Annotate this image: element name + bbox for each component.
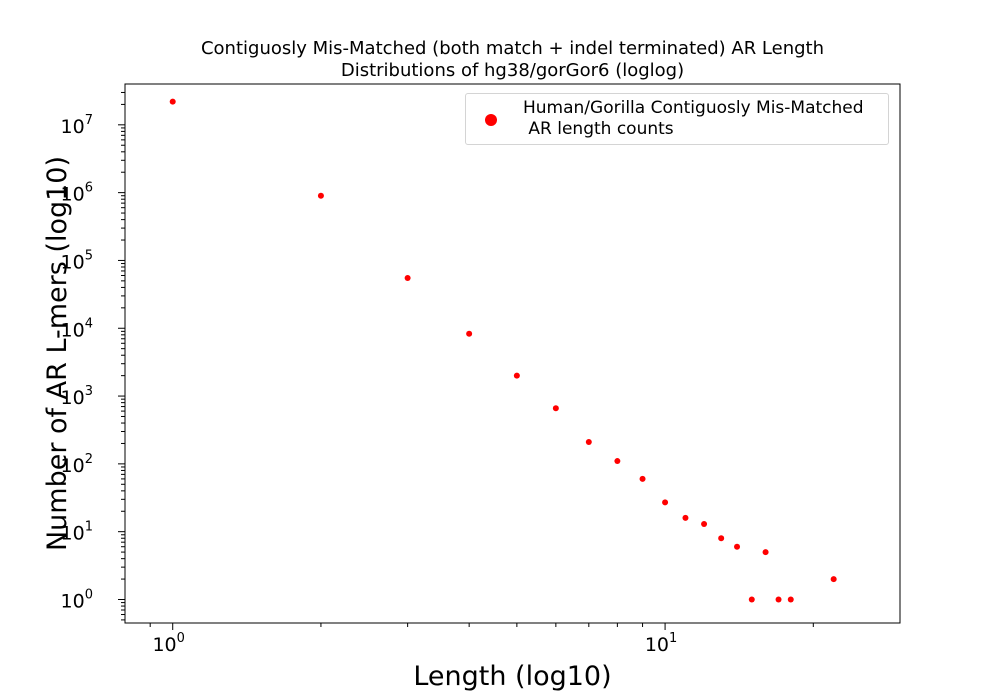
plot-area bbox=[124, 83, 901, 624]
data-point bbox=[466, 330, 473, 337]
x-axis: 100 101 bbox=[152, 623, 677, 656]
data-point bbox=[317, 192, 324, 199]
data-point bbox=[718, 535, 725, 542]
y-tick-label: 107 bbox=[61, 113, 93, 138]
data-point bbox=[748, 596, 755, 603]
y-tick-label: 105 bbox=[61, 248, 93, 273]
y-tick-label: 106 bbox=[61, 181, 93, 206]
y-tick-label: 102 bbox=[61, 452, 93, 477]
x-tick-label: 101 bbox=[645, 631, 677, 656]
data-point bbox=[614, 458, 621, 465]
chart-title-text: Contiguosly Mis-Matched (both match + in… bbox=[201, 38, 824, 81]
x-axis-label: Length (log10) bbox=[413, 661, 611, 692]
data-point bbox=[701, 520, 708, 527]
data-point bbox=[787, 596, 794, 603]
data-point bbox=[734, 543, 741, 550]
minor-ticks bbox=[121, 91, 814, 627]
legend-label: Human/Gorilla Contiguosly Mis-Matched AR… bbox=[523, 98, 864, 139]
y-axis-label: Number of AR L-mers (log10) bbox=[42, 156, 73, 551]
data-point bbox=[513, 372, 520, 379]
y-tick-label: 100 bbox=[61, 587, 93, 612]
data-point bbox=[639, 475, 646, 482]
chart-title: Contiguosly Mis-Matched (both match + in… bbox=[201, 38, 824, 81]
legend: Human/Gorilla Contiguosly Mis-Matched AR… bbox=[465, 93, 889, 145]
data-point bbox=[830, 576, 837, 583]
data-point bbox=[662, 499, 669, 506]
y-tick-label: 104 bbox=[61, 316, 93, 341]
data-points bbox=[169, 98, 837, 603]
data-point bbox=[552, 405, 559, 412]
y-tick-label: 103 bbox=[61, 384, 93, 409]
data-point bbox=[775, 596, 782, 603]
data-point bbox=[682, 514, 689, 521]
legend-marker bbox=[485, 114, 497, 126]
y-axis: 100 101 102 103 104 105 106 107 bbox=[61, 113, 125, 612]
x-tick-label: 100 bbox=[152, 631, 184, 656]
y-tick-label: 101 bbox=[61, 520, 93, 545]
data-point bbox=[762, 549, 769, 556]
data-point bbox=[169, 98, 176, 105]
data-point bbox=[404, 275, 411, 282]
data-point bbox=[585, 439, 592, 446]
